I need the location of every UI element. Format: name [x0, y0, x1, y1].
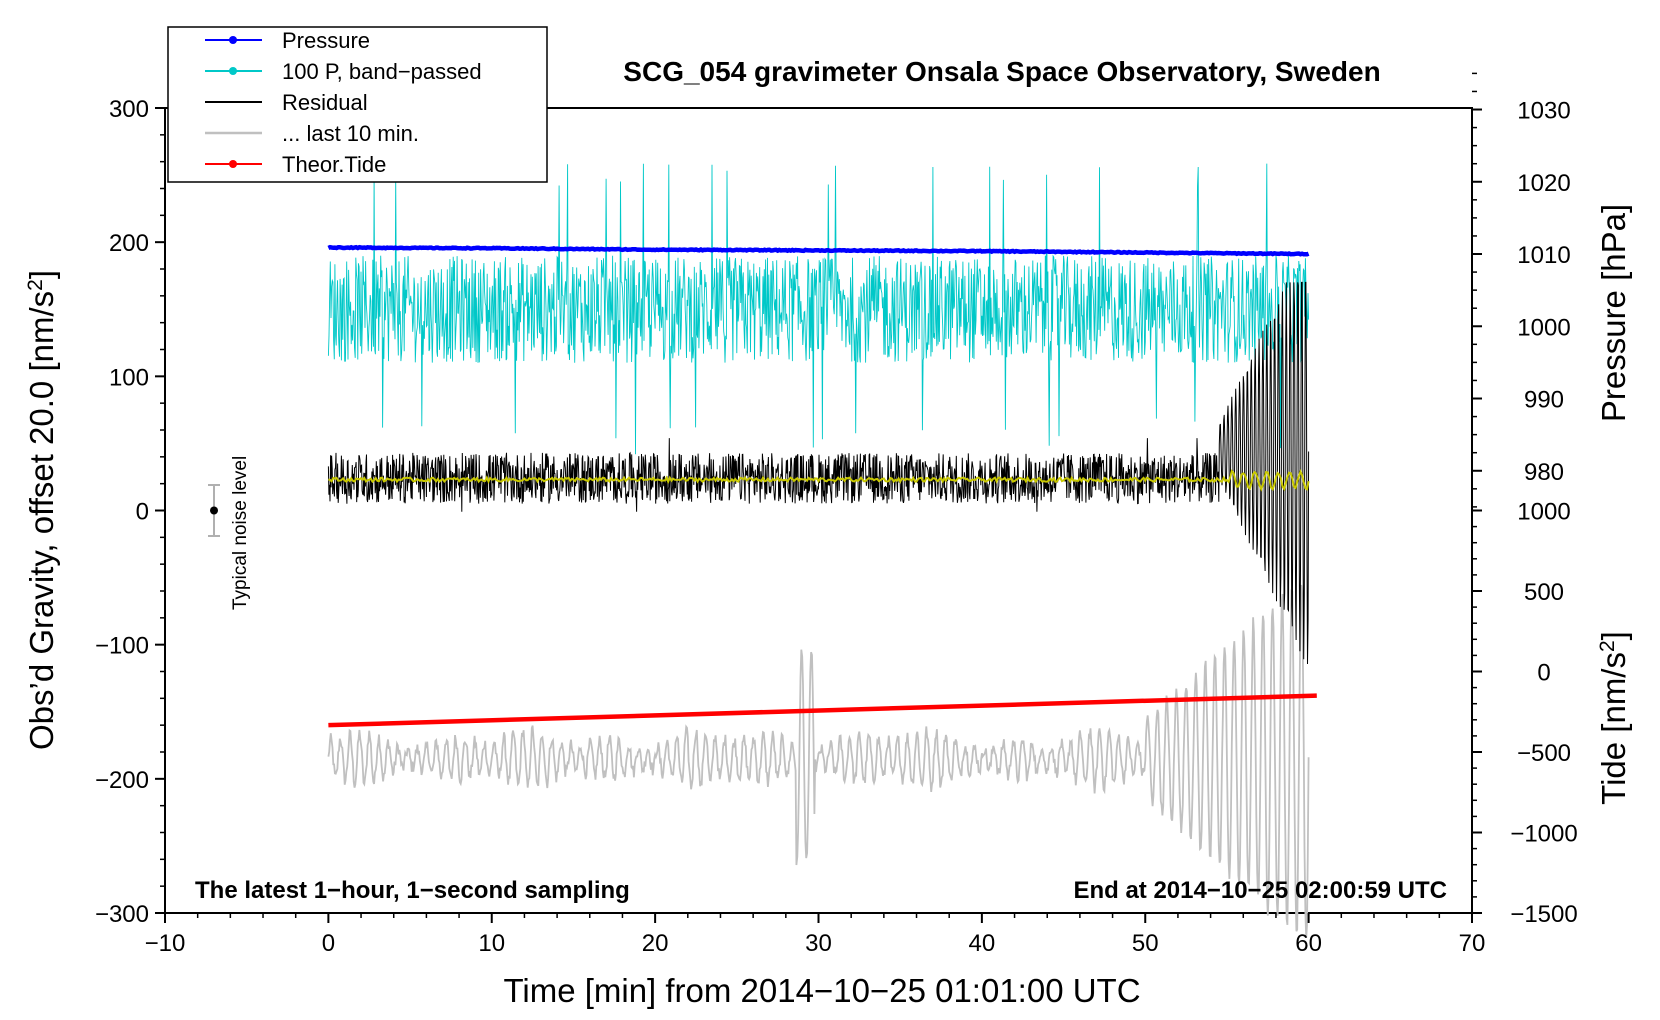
tide-axis-title: Tide [nm/s2]	[1595, 631, 1632, 805]
series-residual	[327, 281, 1310, 665]
series-last-10-min	[327, 584, 1310, 938]
pressure-axis-title: Pressure [hPa]	[1595, 204, 1632, 422]
legend-label: Theor.Tide	[282, 152, 386, 177]
tide-axis-title-close: ]	[1595, 631, 1632, 640]
y-left-tick-label: 300	[109, 96, 149, 123]
y-axis-tide: −1500 −1000 −500 0 500 1000	[1472, 499, 1578, 928]
series-theoretical-tide	[328, 693, 1317, 728]
sampling-note: The latest 1−hour, 1−second sampling	[195, 877, 630, 904]
series-layer	[327, 163, 1317, 938]
y-axis-pressure: 980 990 1000 1010 1020 1030	[1472, 72, 1571, 508]
tide-tick-label: −1500	[1510, 901, 1577, 928]
x-axis: −10 0 10 20 30 40 50 60 70	[145, 913, 1486, 957]
chart-title: SCG_054 gravimeter Onsala Space Observat…	[623, 56, 1380, 87]
y-left-tick-label: 100	[109, 364, 149, 391]
legend-marker	[229, 67, 237, 75]
x-tick-label: 30	[805, 930, 832, 957]
tide-tick-label: 500	[1524, 579, 1564, 606]
y-left-tick-label: −300	[95, 901, 149, 928]
tide-tick-label: −1000	[1510, 821, 1577, 848]
legend-box	[167, 26, 548, 183]
series-pressure	[327, 244, 1310, 257]
legend-marker	[229, 160, 237, 168]
x-tick-label: 70	[1459, 930, 1486, 957]
legend: Pressure 100 P, band−passed Residual ... la…	[167, 26, 548, 183]
y-axis-left: −300 −200 −100 0 100 200 300	[95, 96, 165, 928]
x-tick-label: 0	[322, 930, 335, 957]
y-left-tick-label: 200	[109, 230, 149, 257]
pressure-tick-label: 1030	[1517, 98, 1570, 125]
tide-tick-label: −500	[1517, 740, 1571, 767]
tide-tick-label: 1000	[1517, 499, 1570, 526]
pressure-tick-label: 1000	[1517, 314, 1570, 341]
series-band-passed-pressure	[327, 163, 1310, 455]
y-left-tick-label: −100	[95, 633, 149, 660]
tide-axis-title-sup: 2	[1596, 640, 1619, 652]
tide-tick-label: 0	[1537, 660, 1550, 687]
noise-level-label: Typical noise level	[230, 456, 251, 610]
x-tick-label: 10	[478, 930, 505, 957]
pressure-tick-label: 1020	[1517, 170, 1570, 197]
legend-label: 100 P, band−passed	[282, 59, 482, 84]
tide-axis-title-main: Tide [nm/s	[1595, 652, 1632, 805]
y-left-axis-title-sup: 2	[24, 279, 47, 291]
y-left-axis-title: Obs’d Gravity, offset 20.0 [nm/s2]	[23, 270, 60, 750]
legend-label: ... last 10 min.	[282, 121, 419, 146]
noise-bar-center	[210, 506, 219, 515]
noise-level-indicator	[208, 484, 221, 537]
x-tick-label: −10	[145, 930, 186, 957]
end-time-note: End at 2014−10−25 02:00:59 UTC	[1073, 877, 1447, 904]
x-tick-label: 60	[1295, 930, 1322, 957]
pressure-tick-label: 990	[1524, 387, 1564, 414]
legend-label: Pressure	[282, 28, 370, 53]
y-left-tick-label: 0	[136, 499, 149, 526]
pressure-tick-label: 1010	[1517, 242, 1570, 269]
y-left-tick-label: −200	[95, 767, 149, 794]
x-tick-label: 40	[969, 930, 996, 957]
x-tick-label: 20	[642, 930, 669, 957]
y-left-axis-title-close: ]	[23, 270, 60, 279]
x-axis-title: Time [min] from 2014−10−25 01:01:00 UTC	[503, 972, 1140, 1009]
series-residual-smoothed	[328, 468, 1310, 492]
pressure-tick-label: 980	[1524, 459, 1564, 486]
x-tick-label: 50	[1132, 930, 1159, 957]
y-left-axis-title-main: Obs’d Gravity, offset 20.0 [nm/s	[23, 291, 60, 750]
legend-marker	[229, 36, 237, 44]
legend-label: Residual	[282, 90, 368, 115]
